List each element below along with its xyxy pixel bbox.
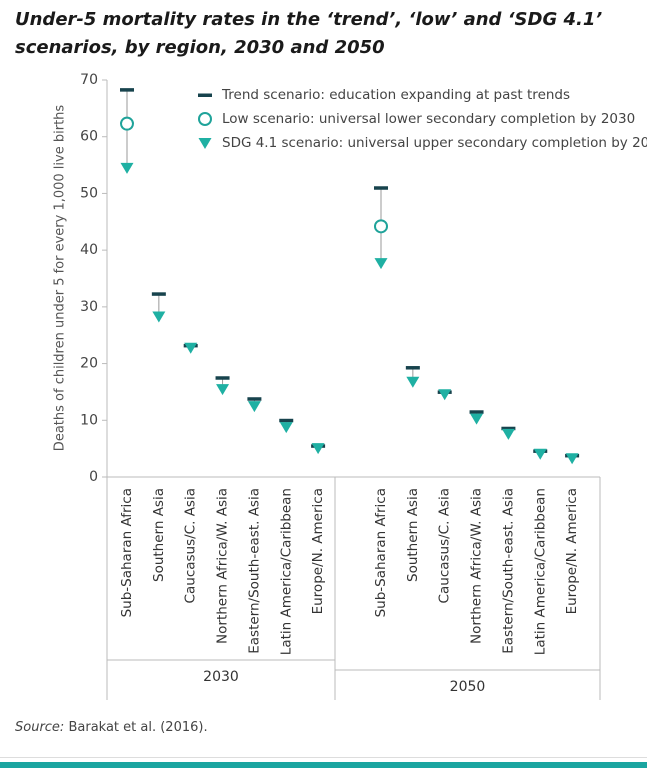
x-tick-label: Sub-Saharan Africa	[119, 488, 135, 617]
trend-marker	[469, 410, 484, 414]
sdg-marker	[311, 443, 325, 455]
x-tick-label: Europe/N. America	[310, 488, 326, 614]
sdg-marker	[152, 311, 166, 323]
sdg-marker	[470, 413, 484, 425]
x-tick-label: Southern Asia	[405, 488, 421, 582]
y-tick-label: 30	[80, 299, 98, 315]
legend-label: Trend scenario: education expanding at p…	[221, 87, 570, 103]
sdg-marker	[501, 428, 515, 440]
source-text: Barakat et al. (2016).	[68, 720, 208, 735]
sdg-marker	[120, 162, 134, 174]
divider	[0, 757, 647, 758]
sdg-marker	[533, 448, 547, 460]
low-marker	[120, 116, 134, 131]
sdg-marker	[438, 389, 452, 401]
chart-title: Under-5 mortality rates in the ‘trend’, …	[15, 9, 603, 58]
y-axis-label: Deaths of children under 5 for every 1,0…	[53, 105, 68, 452]
x-tick-label: Caucasus/C. Asia	[437, 488, 453, 603]
sdg-marker	[374, 258, 388, 270]
trend-marker	[151, 292, 166, 296]
y-tick-label: 40	[80, 242, 98, 258]
y-tick-label: 70	[80, 72, 98, 88]
sdg-marker	[565, 453, 579, 465]
trend-marker	[198, 93, 212, 97]
sdg-marker	[279, 422, 293, 434]
x-tick-label: Southern Asia	[151, 488, 167, 582]
legend-label: SDG 4.1 scenario: universal upper second…	[222, 135, 647, 151]
sdg-marker	[198, 138, 212, 149]
trend-marker	[247, 397, 262, 401]
x-tick-label: Caucasus/C. Asia	[183, 488, 199, 603]
sdg-marker	[216, 384, 230, 396]
trend-marker	[215, 376, 230, 380]
footer-bar	[0, 762, 647, 768]
x-tick-label: Europe/N. America	[564, 488, 580, 614]
trend-marker	[120, 88, 134, 92]
y-tick-label: 50	[80, 185, 98, 201]
sdg-marker	[184, 342, 198, 354]
x-tick-label: Eastern/South-east. Asia	[246, 488, 262, 654]
y-tick-label: 0	[89, 469, 98, 485]
y-tick-label: 10	[80, 412, 98, 428]
x-tick-label: Eastern/South-east. Asia	[500, 488, 516, 654]
x-tick-label: Latin America/Caribbean	[532, 488, 548, 655]
trend-marker	[405, 366, 420, 370]
x-tick-label: Northern Africa/W. Asia	[215, 488, 231, 644]
sdg-marker	[406, 376, 420, 388]
trend-marker	[374, 186, 388, 190]
y-tick-label: 20	[80, 356, 98, 372]
x-tick-label: Latin America/Caribbean	[278, 488, 294, 655]
legend-label: Low scenario: universal lower secondary …	[222, 111, 635, 127]
sdg-marker	[247, 401, 261, 413]
x-tick-label: Northern Africa/W. Asia	[469, 488, 485, 644]
group-label: 2030	[203, 669, 239, 685]
x-tick-label: Sub-Saharan Africa	[373, 488, 389, 617]
source: Source: Barakat et al. (2016).	[15, 720, 208, 735]
trend-marker	[501, 426, 516, 431]
source-label: Source:	[15, 720, 65, 735]
low-marker	[374, 219, 388, 234]
low-marker	[198, 112, 212, 126]
y-tick-label: 60	[80, 129, 98, 145]
group-label: 2050	[450, 679, 486, 695]
trend-marker	[279, 418, 294, 423]
